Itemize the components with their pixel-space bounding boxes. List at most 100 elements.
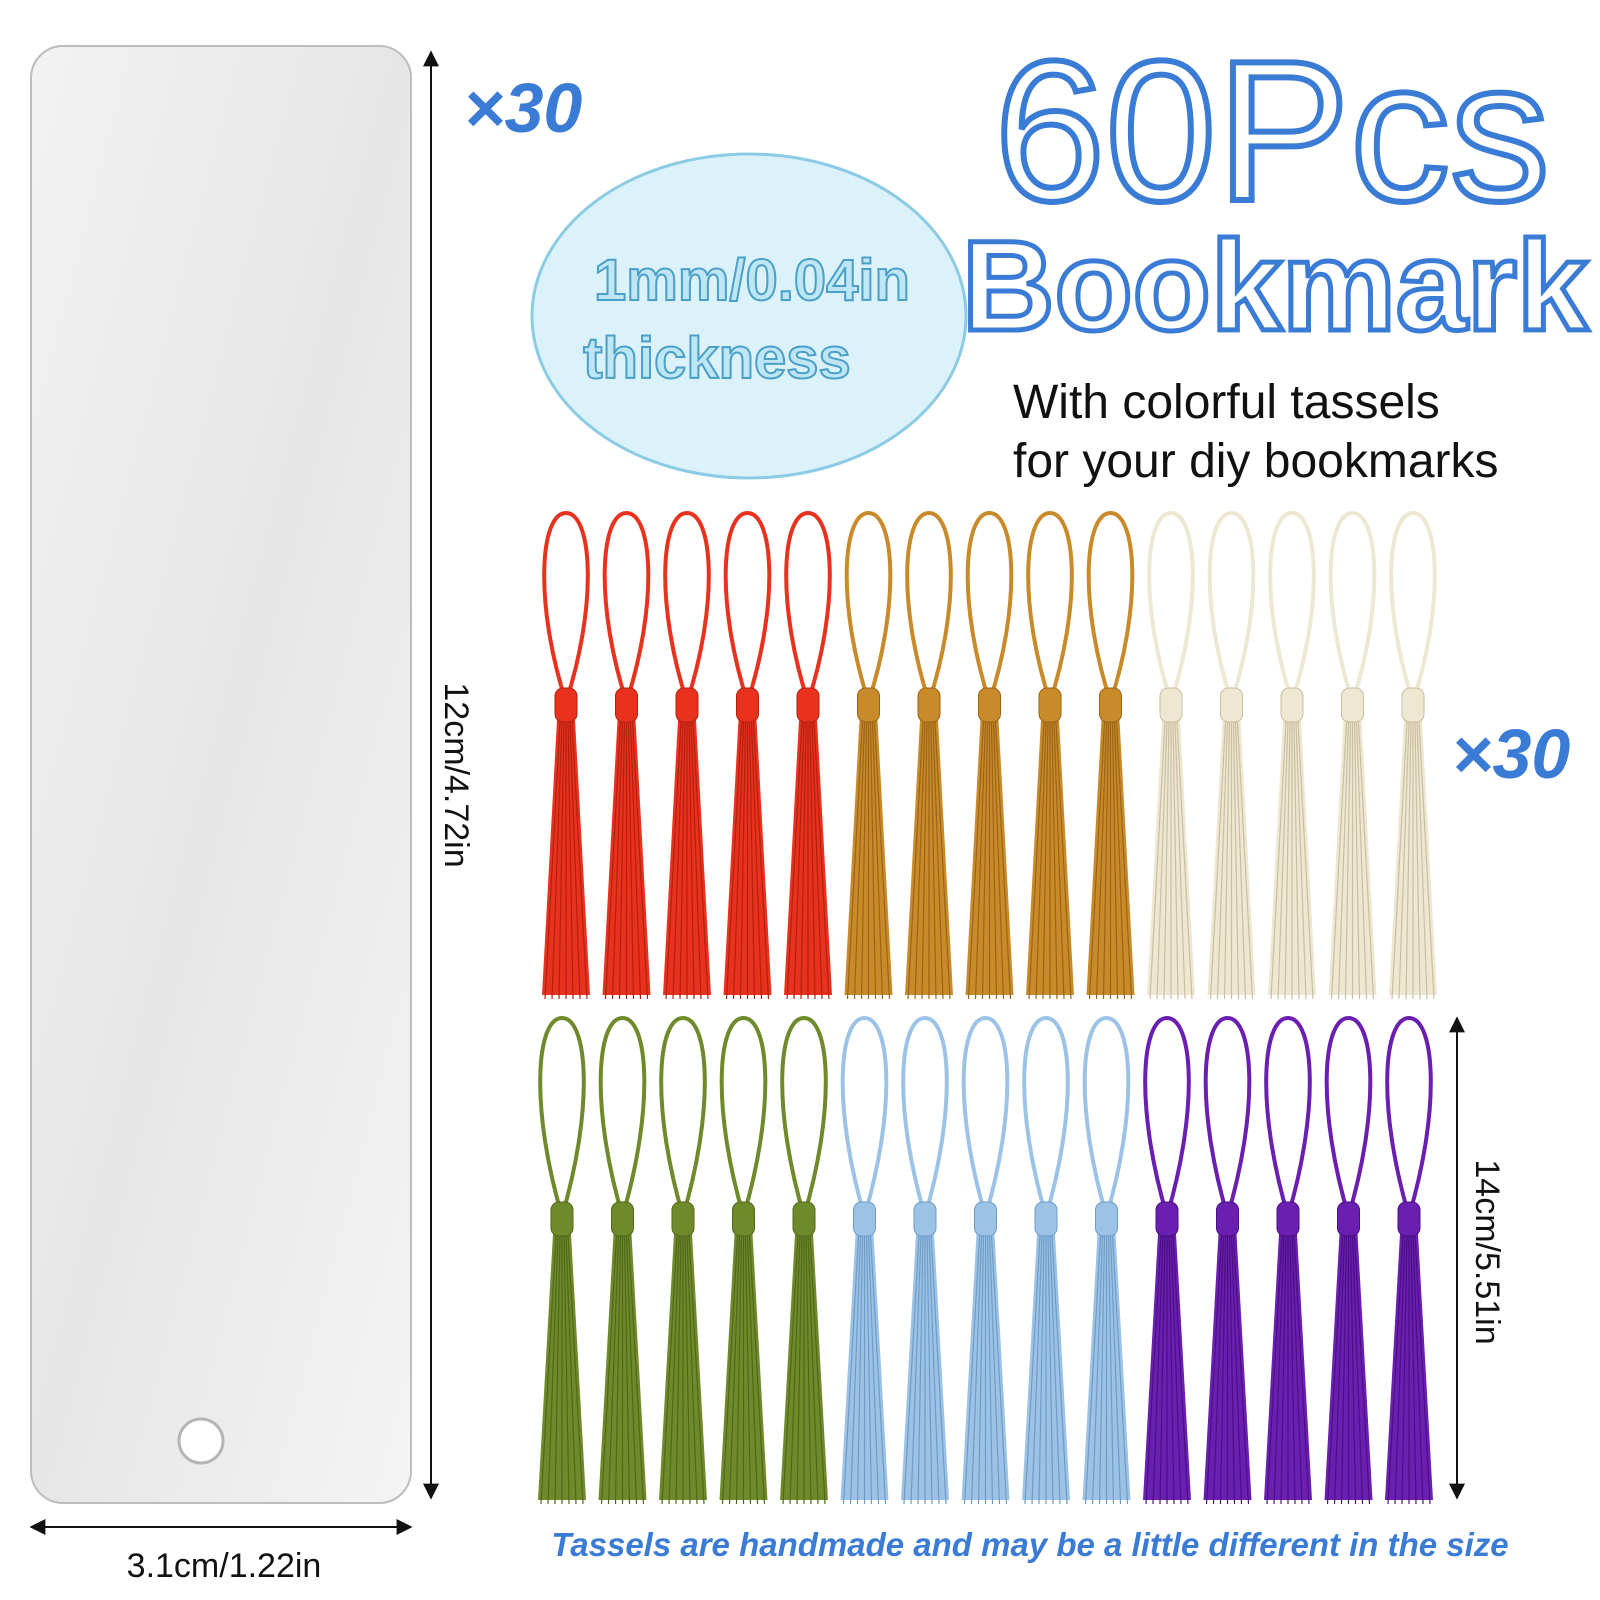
- tassel-thread: [1053, 721, 1065, 1000]
- tassel-thread: [1295, 721, 1307, 1000]
- tassel-thread: [805, 1235, 812, 1505]
- tassel-knot: [1155, 1201, 1179, 1237]
- tassel-thread: [1159, 1235, 1166, 1505]
- tassel-thread: [567, 721, 574, 1000]
- tassel-thread: [672, 721, 684, 1000]
- tassel-thread: [970, 1235, 983, 1505]
- tassel-thread: [627, 1235, 645, 1505]
- tassel-thread: [748, 1235, 766, 1505]
- tassel-loop: [538, 1015, 586, 1217]
- tassel-thread: [1394, 1235, 1406, 1505]
- tassel-thread: [540, 1235, 557, 1505]
- tassel-thread: [1232, 721, 1240, 1000]
- tassel-thread: [1337, 721, 1350, 1000]
- tassel-thread: [684, 1235, 691, 1505]
- height-label: 12cm/4.72in: [437, 682, 475, 867]
- tassel-knot: [1099, 687, 1122, 723]
- tassel-thread: [846, 721, 864, 1000]
- headline-product: Bookmark: [962, 215, 1589, 358]
- tassel-thread: [1172, 1235, 1189, 1505]
- tassel-thread: [869, 1235, 887, 1505]
- tassel-thread: [789, 1235, 801, 1505]
- tassel-thread: [607, 1235, 620, 1505]
- tassel-thread: [1355, 721, 1368, 1000]
- tassel-group: [538, 510, 1437, 1505]
- tassel-thread: [981, 721, 989, 1000]
- tassel-knot: [913, 1201, 937, 1237]
- tassel-thread: [1414, 1235, 1431, 1505]
- tassel-thread: [1216, 721, 1229, 1000]
- tassel-knot: [1280, 687, 1304, 723]
- tassel-thread: [661, 1235, 678, 1505]
- tassel-thread: [1109, 1235, 1122, 1505]
- tassel-thread: [569, 721, 581, 1000]
- tassel-knot: [792, 1201, 816, 1237]
- tassel-knot: [1216, 1201, 1239, 1237]
- tassel-thread: [688, 1235, 705, 1505]
- tassel-thread: [1170, 1235, 1182, 1505]
- tassel-thread: [849, 1235, 862, 1505]
- tassel-loop: [1086, 510, 1135, 703]
- tassel-thread: [1387, 1235, 1404, 1505]
- tassel-loop: [1328, 510, 1377, 703]
- tassel-thread: [748, 721, 756, 1000]
- tassel-knot: [1220, 687, 1243, 723]
- tassel-thread: [1051, 721, 1058, 1000]
- tassel-loop: [659, 1015, 707, 1217]
- tassel-thread: [675, 1235, 682, 1505]
- tassel-thread: [813, 721, 830, 1000]
- tassel-thread: [1293, 1235, 1310, 1505]
- tassel-thread: [974, 721, 987, 1000]
- tassel-thread: [690, 721, 702, 1000]
- tassel-knot: [1341, 687, 1364, 723]
- tassel-thread: [1410, 1235, 1417, 1505]
- tassel-thread: [692, 721, 709, 1000]
- tassel-thread: [686, 1235, 698, 1505]
- tassel-thread: [807, 1235, 819, 1505]
- tassel-knot: [978, 687, 1001, 723]
- tassel-thread: [990, 1235, 1008, 1505]
- tassel-knot: [853, 1201, 876, 1237]
- tassel-thread: [907, 721, 924, 1000]
- tassel-thread: [1414, 721, 1421, 1000]
- tassel-thread: [618, 721, 626, 1000]
- tassel-thread: [1293, 721, 1300, 1000]
- tassel-thread: [873, 721, 891, 1000]
- tassel-thread: [928, 1235, 940, 1505]
- tassel-thread: [853, 721, 866, 1000]
- tassel-thread: [910, 1235, 922, 1505]
- tassel-thread: [842, 1235, 860, 1505]
- tassel-thread: [554, 1235, 561, 1505]
- length-label: 14cm/5.51in: [1468, 1159, 1506, 1344]
- tassel-thread: [1038, 1235, 1045, 1505]
- tassel-knot: [917, 687, 941, 723]
- tassel-thread: [1102, 721, 1110, 1000]
- tassel-loop: [1203, 1015, 1252, 1217]
- tassel-knot: [1397, 1201, 1421, 1237]
- tassel-thread: [1234, 721, 1247, 1000]
- tassel-thread: [627, 721, 635, 1000]
- tassel-knot: [550, 1201, 574, 1237]
- tassel-loop: [1389, 510, 1437, 703]
- tassel-thread: [1357, 721, 1375, 1000]
- tassel-thread: [750, 721, 763, 1000]
- tassel-thread: [623, 1235, 631, 1505]
- tassel-thread: [544, 721, 561, 1000]
- tassel-thread: [746, 1235, 759, 1505]
- tassel-knot: [1038, 687, 1062, 723]
- tassel-note: Tassels are handmade and may be a little…: [551, 1526, 1508, 1563]
- tassel-thread: [1326, 1235, 1344, 1505]
- tassel-thread: [1273, 1235, 1285, 1505]
- tassel-thread: [1223, 721, 1231, 1000]
- tassel-thread: [752, 721, 770, 1000]
- tassel-loop: [1022, 1015, 1070, 1217]
- tassel-thread: [1401, 1235, 1408, 1505]
- tassel-loop: [1385, 1015, 1433, 1217]
- tassel-thread: [1351, 1235, 1364, 1505]
- tassel-thread: [793, 721, 805, 1000]
- thickness-badge: [530, 152, 968, 480]
- tassel-thread: [1340, 1235, 1348, 1505]
- tassel-thread: [1047, 1235, 1054, 1505]
- tassel-thread: [977, 1235, 985, 1505]
- tassel-thread: [1209, 721, 1227, 1000]
